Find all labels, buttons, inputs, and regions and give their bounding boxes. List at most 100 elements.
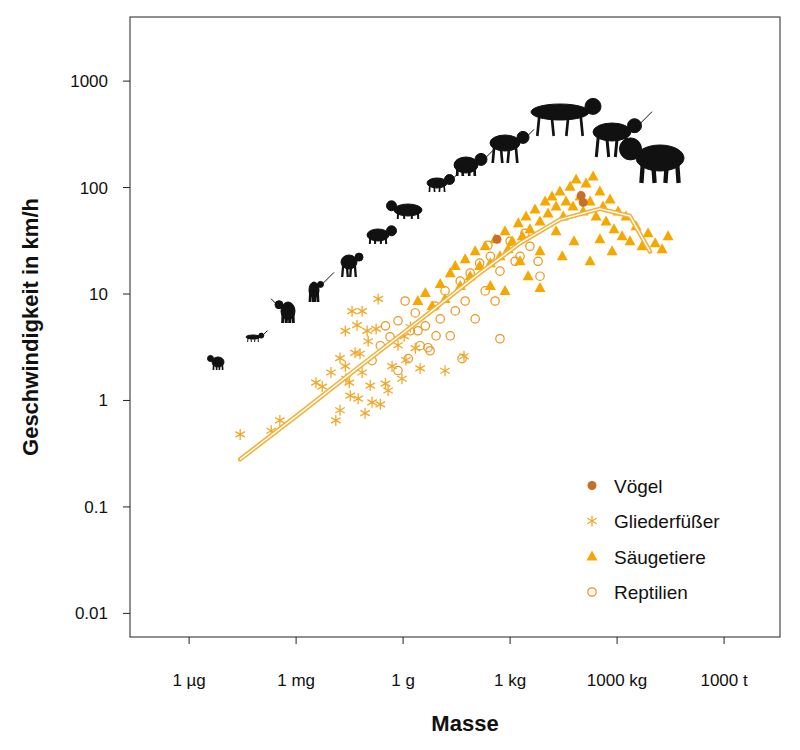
data-point xyxy=(551,225,562,235)
x-tick xyxy=(510,637,511,644)
data-point xyxy=(523,270,534,280)
silhouette-leg xyxy=(473,165,476,176)
y-axis-label: Geschwindigkeit in km/h xyxy=(18,198,43,456)
silhouette-leg xyxy=(580,112,582,136)
silhouette-leg xyxy=(443,183,445,192)
y-tick-label: 0.01 xyxy=(75,604,108,623)
silhouette-antenna xyxy=(322,272,334,284)
data-point xyxy=(609,223,620,233)
data-point xyxy=(588,171,599,181)
silhouette-leg xyxy=(677,158,679,183)
silhouette-head xyxy=(208,356,214,362)
data-point xyxy=(411,343,421,354)
animal-silhouette xyxy=(427,174,458,193)
silhouette-antenna xyxy=(526,129,534,137)
data-point xyxy=(347,306,357,317)
silhouette-leg xyxy=(316,290,319,302)
data-point xyxy=(493,235,502,244)
silhouette-leg xyxy=(385,235,387,244)
data-point xyxy=(459,351,469,362)
data-point xyxy=(551,200,562,210)
data-point xyxy=(601,215,612,225)
x-tick xyxy=(724,637,725,644)
silhouette-head xyxy=(620,138,642,160)
data-point xyxy=(235,429,245,440)
data-point xyxy=(567,200,578,210)
silhouette-leg xyxy=(284,311,287,323)
silhouette-leg xyxy=(342,262,343,277)
animal-silhouette xyxy=(620,138,685,183)
data-point xyxy=(585,255,596,265)
data-point xyxy=(500,225,511,235)
data-point xyxy=(335,405,345,416)
data-point xyxy=(401,354,411,365)
silhouettes xyxy=(208,98,685,370)
silhouette-leg xyxy=(221,362,223,370)
data-point xyxy=(624,235,635,245)
data-point xyxy=(352,320,362,331)
data-point xyxy=(373,293,383,304)
animal-silhouette xyxy=(309,272,334,302)
data-point xyxy=(500,285,511,295)
silhouette-leg xyxy=(439,183,441,192)
data-point xyxy=(371,323,381,334)
series-points xyxy=(235,293,468,440)
x-tick-label: 1 kg xyxy=(494,671,526,690)
data-point xyxy=(446,332,454,340)
silhouette-leg xyxy=(250,337,251,342)
data-point xyxy=(530,203,541,213)
data-point xyxy=(460,253,471,263)
data-point xyxy=(657,243,668,253)
animal-silhouette xyxy=(387,201,423,219)
data-point xyxy=(607,245,618,255)
plot-area xyxy=(235,171,673,460)
data-point xyxy=(554,186,565,196)
data-point xyxy=(411,309,419,317)
data-point xyxy=(535,282,546,292)
data-point xyxy=(534,257,542,265)
silhouette-leg xyxy=(254,337,255,342)
series-points xyxy=(412,171,673,311)
silhouette-leg xyxy=(403,210,405,219)
y-tick xyxy=(123,613,130,614)
y-tick-label: 10 xyxy=(89,285,108,304)
legend-label: Reptilien xyxy=(614,582,688,603)
data-point xyxy=(521,210,532,220)
chart-container: 0.010.111010010001 µg1 mg1 g1 kg1000 kg1… xyxy=(0,0,800,750)
silhouette-antenna xyxy=(638,112,652,126)
silhouette-leg xyxy=(291,311,294,323)
legend-label: Gliederfüßer xyxy=(614,511,720,532)
silhouette-antenna xyxy=(271,299,277,305)
data-point xyxy=(470,245,481,255)
animal-silhouette xyxy=(490,129,534,163)
silhouette-leg xyxy=(516,143,518,163)
data-point xyxy=(355,348,365,359)
data-point xyxy=(461,297,469,305)
animal-silhouette xyxy=(531,98,601,136)
data-point xyxy=(526,242,534,250)
data-point xyxy=(365,380,375,391)
y-tick-label: 1 xyxy=(99,391,108,410)
silhouette-head xyxy=(517,131,529,143)
data-point xyxy=(326,367,336,378)
data-point xyxy=(401,297,409,305)
legend-label: Vögel xyxy=(614,476,663,497)
legend: Vögel Gliederfüßer Säugetiere Reptilien xyxy=(587,476,721,604)
silhouette-leg xyxy=(219,362,221,370)
y-tick-label: 100 xyxy=(80,179,108,198)
silhouette-leg xyxy=(281,311,284,323)
data-point xyxy=(353,393,363,404)
data-point xyxy=(663,230,674,240)
silhouette-leg xyxy=(369,235,371,244)
silhouette-leg xyxy=(551,112,553,136)
silhouette-leg xyxy=(215,362,217,370)
silhouette-leg xyxy=(566,112,568,136)
silhouette-head xyxy=(387,226,397,236)
data-point xyxy=(535,245,546,255)
silhouette-leg xyxy=(615,132,617,157)
legend-label: Säugetiere xyxy=(614,547,706,568)
data-point xyxy=(480,240,491,250)
data-point xyxy=(617,230,628,240)
data-point xyxy=(311,377,321,388)
data-point xyxy=(643,227,654,237)
